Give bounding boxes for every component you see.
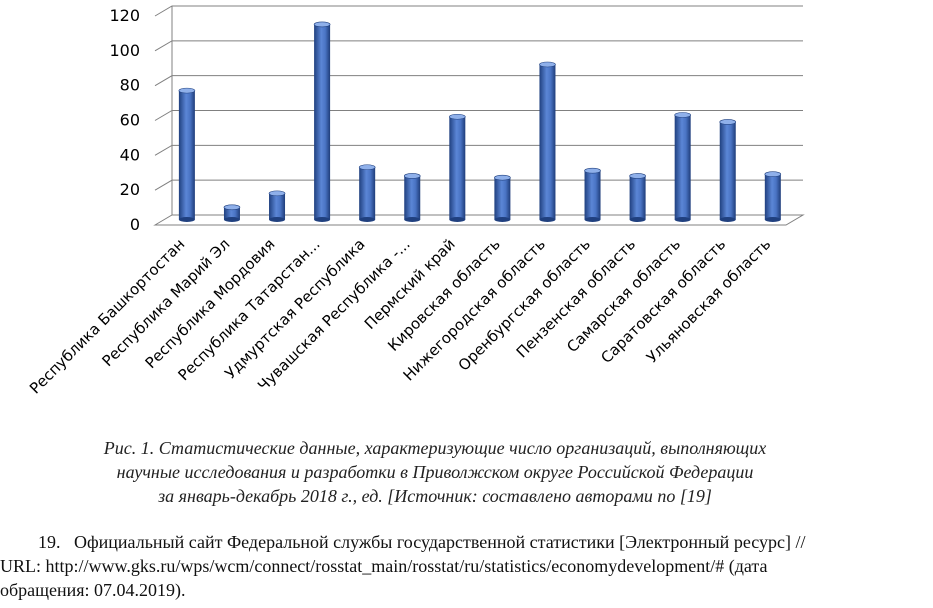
bar-top <box>223 204 241 211</box>
bars <box>178 21 782 222</box>
gridline <box>154 40 803 52</box>
bar-body <box>314 24 331 220</box>
bar-base <box>764 217 781 222</box>
reference-line-2: URL: http://www.gks.ru/wps/wcm/connect/r… <box>0 556 768 576</box>
y-tick-label: 20 <box>120 180 140 199</box>
bar-top <box>494 174 511 181</box>
bar-top <box>313 21 331 28</box>
bar-body <box>629 175 646 220</box>
bar-base <box>314 217 331 222</box>
bar-base <box>359 217 376 222</box>
bar-top <box>674 112 691 118</box>
bar-base <box>674 217 691 222</box>
caption-line-3: за январь-декабрь 2018 г., ед. [Источник… <box>158 486 712 506</box>
bar-top <box>268 190 286 197</box>
bar <box>584 167 601 222</box>
bar-body <box>584 170 601 220</box>
bar-base <box>719 217 736 222</box>
y-tick-label: 60 <box>120 111 140 130</box>
bar <box>223 204 241 222</box>
gridline <box>154 144 803 156</box>
bar-base <box>269 217 286 222</box>
bar-body <box>449 116 466 220</box>
bar-body <box>494 177 511 220</box>
bar-top <box>584 167 601 174</box>
bar-body <box>178 90 195 220</box>
bar <box>539 61 556 222</box>
bar <box>494 174 511 222</box>
bar <box>178 87 196 222</box>
bar <box>268 190 286 222</box>
bar-base <box>404 217 421 222</box>
bar <box>674 112 691 222</box>
bar-top <box>719 119 737 125</box>
bar <box>313 21 331 222</box>
bar-base <box>223 217 240 222</box>
y-axis: 0 20 40 60 80 100 120 <box>109 6 140 234</box>
bar <box>629 173 646 222</box>
bar-body <box>764 174 781 220</box>
bar-chart: 0 20 40 60 80 100 120 Республика БашкортостанР… <box>26 5 805 398</box>
y-tick-label: 100 <box>109 41 140 60</box>
bar-base <box>584 217 601 222</box>
bar-body <box>359 167 376 220</box>
reference-footnote: 19. Официальный сайт Федеральной службы … <box>0 530 933 602</box>
reference-line-3: обращения: 07.04.2019). <box>0 580 186 600</box>
bar-body <box>223 207 240 220</box>
bar-top <box>449 113 466 120</box>
bar-top <box>764 171 782 178</box>
bar-body <box>404 175 421 220</box>
bar-body <box>719 121 736 220</box>
bar-base <box>629 217 646 222</box>
bar <box>449 113 466 222</box>
bar-top <box>403 173 421 179</box>
bar-body <box>674 115 691 220</box>
bar <box>403 173 421 222</box>
gridline <box>154 75 803 87</box>
y-tick-label: 80 <box>120 76 140 95</box>
bar-body <box>539 64 556 220</box>
bar <box>358 164 376 222</box>
bar-base <box>539 217 556 222</box>
bar-body <box>269 193 286 220</box>
bar-base <box>178 217 195 222</box>
bar-base <box>494 217 511 222</box>
bar <box>764 171 782 222</box>
reference-line-1: 19. Официальный сайт Федеральной службы … <box>38 532 806 552</box>
caption-line-2: научные исследования и разработки в Прив… <box>116 462 754 482</box>
gridline <box>154 5 803 17</box>
bar-top <box>178 87 196 94</box>
chart-floor <box>153 214 805 226</box>
y-tick-label: 40 <box>120 145 140 164</box>
bar <box>719 119 737 222</box>
bar-top <box>629 173 646 179</box>
gridlines <box>153 5 805 226</box>
figure-caption: Рис. 1. Статистические данные, характери… <box>0 436 870 508</box>
y-tick-label: 120 <box>109 6 140 25</box>
bar-top <box>358 164 376 171</box>
gridline <box>154 179 803 191</box>
gridline <box>154 110 803 121</box>
y-tick-label: 0 <box>130 215 140 234</box>
bar-base <box>449 217 466 222</box>
caption-line-1: Рис. 1. Статистические данные, характери… <box>103 438 767 458</box>
bar-top <box>539 61 556 68</box>
